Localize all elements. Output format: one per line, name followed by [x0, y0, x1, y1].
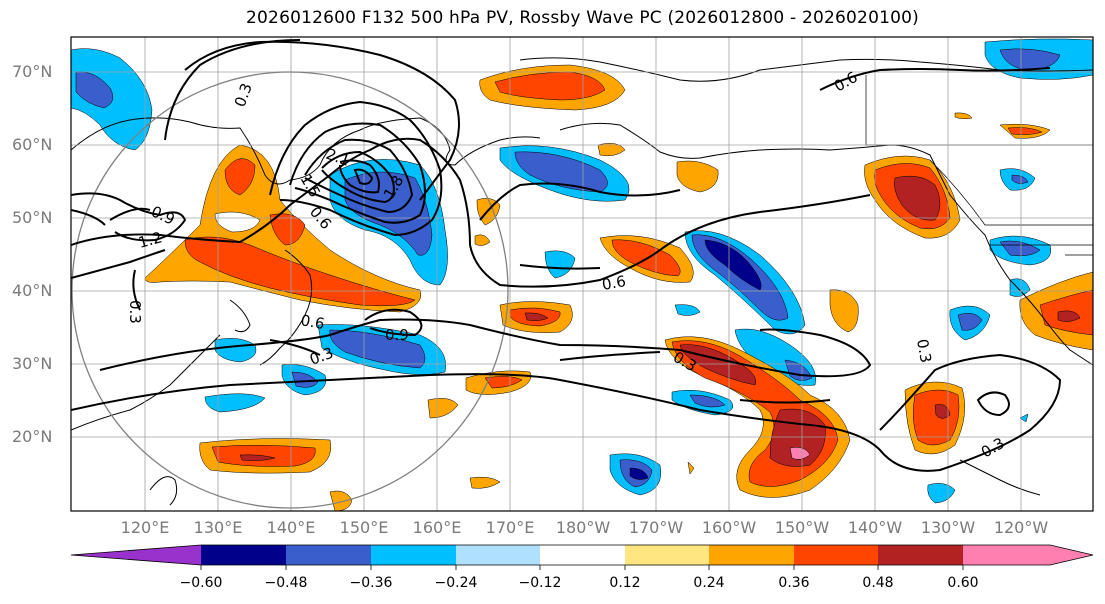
colorbar-segment [794, 545, 878, 565]
lon-label: 130°W [920, 518, 976, 537]
positive-anomalies [144, 64, 1093, 511]
map-plot-area: 0.3 0.6 0.9 1.2 1.5 1.8 2.1 0.3 0.6 0.9 … [71, 37, 1093, 511]
colorbar-tick-label: 0.12 [609, 575, 641, 591]
colorbar-tick-label: −0.60 [179, 575, 223, 591]
lat-label-30n: 30°N [12, 354, 53, 373]
lon-label: 140°E [266, 518, 316, 537]
lon-label: 150°E [339, 518, 389, 537]
gridlines [71, 37, 1093, 511]
lon-label: 130°E [193, 518, 243, 537]
colorbar-tick-label: 0.60 [947, 575, 979, 591]
lat-label-70n: 70°N [12, 62, 53, 81]
colorbar-tick-label: −0.24 [434, 575, 478, 591]
colorbar-segment [371, 545, 456, 565]
colorbar-extend-low [71, 545, 201, 565]
contour-label: 0.9 [385, 326, 409, 344]
lon-label: 150°W [774, 518, 830, 537]
contour-label: 0.3 [913, 338, 935, 365]
lon-label: 170°E [485, 518, 535, 537]
colorbar-tick-label: 0.24 [693, 575, 725, 591]
map-title: 2026012600 F132 500 hPa PV, Rossby Wave … [246, 8, 919, 28]
colorbar-segment [540, 545, 625, 565]
lat-label-50n: 50°N [12, 208, 53, 227]
lon-label: 120°W [993, 518, 1049, 537]
lat-label-40n: 40°N [12, 281, 53, 300]
colorbar [70, 544, 1094, 570]
lon-label: 120°E [120, 518, 170, 537]
colorbar-segment [625, 545, 709, 565]
colorbar-tick-label: −0.48 [264, 575, 308, 591]
colorbar-tick-label: −0.12 [518, 575, 562, 591]
colorbar-segment [201, 545, 286, 565]
colorbar-tick-label: −0.36 [349, 575, 393, 591]
map-frame [70, 36, 1094, 512]
region-circle [71, 71, 509, 509]
colorbar-tick-label: 0.48 [862, 575, 894, 591]
contour-label: 0.6 [299, 311, 326, 333]
lon-label: 140°W [847, 518, 903, 537]
contour-label: 0.6 [601, 272, 628, 294]
lat-label-20n: 20°N [12, 427, 53, 446]
lat-label-60n: 60°N [12, 135, 53, 154]
contour-label: 1.2 [136, 228, 164, 252]
colorbar-segment [709, 545, 794, 565]
lon-label: 160°E [412, 518, 462, 537]
colorbar-tick-label: 0.36 [778, 575, 810, 591]
colorbar-segment [286, 545, 371, 565]
lon-label: 180°W [555, 518, 611, 537]
negative-anomalies [71, 38, 1093, 504]
colorbar-extend-high [963, 545, 1093, 565]
lon-label: 170°W [628, 518, 684, 537]
pv-contours [71, 39, 1062, 472]
colorbar-segment [456, 545, 540, 565]
lon-label: 160°W [701, 518, 757, 537]
colorbar-segment [878, 545, 963, 565]
contour-label: 0.3 [126, 300, 144, 324]
